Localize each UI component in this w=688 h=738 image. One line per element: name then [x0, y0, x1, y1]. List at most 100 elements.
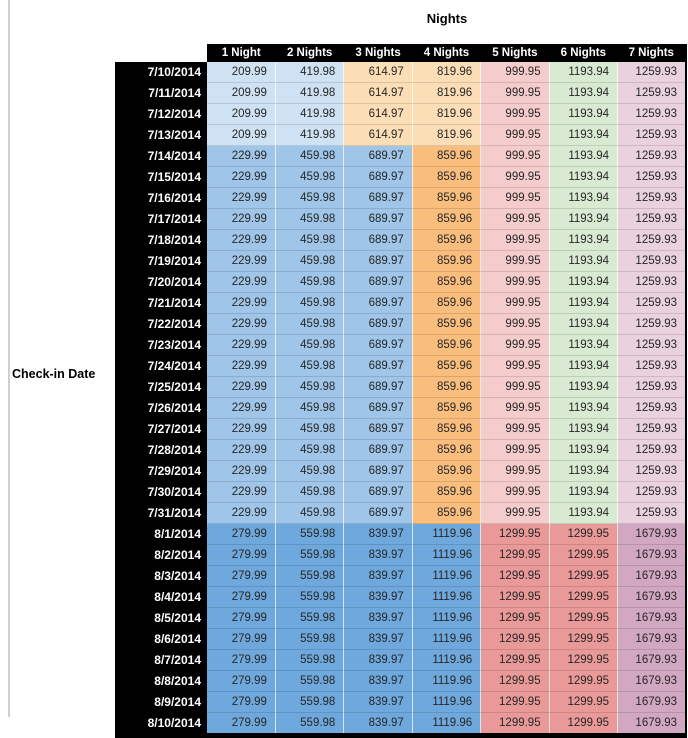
table-row: 8/8/2014 279.99 559.98 839.97 1119.96 1299.95… — [115, 670, 688, 692]
price-cell: 1193.94 — [549, 145, 619, 167]
table-row: 8/10/2014 279.99 559.98 839.97 1119.96 1299.9… — [115, 712, 688, 738]
price-cell: 1299.95 — [549, 607, 619, 629]
price-cell: 1119.96 — [412, 523, 482, 545]
date-cell: 7/28/2014 — [115, 439, 207, 461]
table-row: 8/1/2014 279.99 559.98 839.97 1119.96 1299.95… — [115, 523, 688, 545]
price-cell: 999.95 — [480, 124, 550, 146]
price-cell: 999.95 — [480, 460, 550, 482]
price-cell: 859.96 — [412, 502, 482, 524]
price-cell: 859.96 — [412, 166, 482, 188]
price-cell: 1299.95 — [480, 607, 550, 629]
price-cell: 229.99 — [207, 418, 276, 440]
price-cell: 999.95 — [480, 229, 550, 251]
price-cell: 1679.93 — [617, 544, 688, 566]
column-header: 4 Nights — [412, 44, 481, 62]
price-cell: 1119.96 — [412, 544, 482, 566]
date-cell: 8/6/2014 — [115, 628, 207, 650]
price-table: 1 Night 2 Nights 3 Nights 4 Nights 5 Nights 6… — [115, 44, 688, 738]
price-cell: 614.97 — [343, 82, 413, 104]
price-cell: 689.97 — [343, 145, 413, 167]
price-cell: 229.99 — [207, 355, 276, 377]
price-cell: 999.95 — [480, 82, 550, 104]
price-cell: 459.98 — [275, 313, 345, 335]
date-cell: 7/13/2014 — [115, 124, 207, 146]
price-cell: 1119.96 — [412, 565, 482, 587]
price-cell: 279.99 — [207, 691, 276, 713]
price-cell: 419.98 — [275, 82, 345, 104]
column-header: 3 Nights — [343, 44, 413, 62]
price-cell: 1259.93 — [617, 439, 688, 461]
price-cell: 1193.94 — [549, 229, 619, 251]
price-cell: 689.97 — [343, 313, 413, 335]
date-cell: 7/10/2014 — [115, 62, 207, 83]
table-row: 7/23/2014 229.99 459.98 689.97 859.96 999.95 1… — [115, 334, 688, 356]
date-cell: 8/3/2014 — [115, 565, 207, 587]
price-cell: 459.98 — [275, 187, 345, 209]
price-cell: 1193.94 — [549, 82, 619, 104]
price-cell: 1193.94 — [549, 166, 619, 188]
price-cell: 229.99 — [207, 460, 276, 482]
price-cell: 1259.93 — [617, 397, 688, 419]
price-cell: 689.97 — [343, 376, 413, 398]
price-cell: 689.97 — [343, 481, 413, 503]
price-cell: 689.97 — [343, 271, 413, 293]
price-cell: 459.98 — [275, 355, 345, 377]
price-cell: 1193.94 — [549, 62, 619, 83]
price-cell: 1193.94 — [549, 103, 619, 125]
price-cell: 839.97 — [343, 691, 413, 713]
column-header: 2 Nights — [275, 44, 344, 62]
price-cell: 614.97 — [343, 62, 413, 83]
price-cell: 1299.95 — [549, 670, 619, 692]
table-row: 8/9/2014 279.99 559.98 839.97 1119.96 1299.95… — [115, 691, 688, 713]
price-cell: 839.97 — [343, 607, 413, 629]
price-cell: 689.97 — [343, 334, 413, 356]
table-row: 7/22/2014 229.99 459.98 689.97 859.96 999.95 1… — [115, 313, 688, 335]
date-cell: 8/7/2014 — [115, 649, 207, 671]
table-row: 8/5/2014 279.99 559.98 839.97 1119.96 1299.95… — [115, 607, 688, 629]
price-cell: 229.99 — [207, 481, 276, 503]
price-cell: 1193.94 — [549, 187, 619, 209]
price-cell: 1193.94 — [549, 271, 619, 293]
price-cell: 1119.96 — [412, 628, 482, 650]
price-cell: 689.97 — [343, 166, 413, 188]
price-cell: 559.98 — [275, 628, 345, 650]
price-cell: 859.96 — [412, 460, 482, 482]
price-cell: 279.99 — [207, 628, 276, 650]
price-cell: 1193.94 — [549, 292, 619, 314]
price-cell: 559.98 — [275, 691, 345, 713]
table-row: 7/16/2014 229.99 459.98 689.97 859.96 999.95 1… — [115, 187, 688, 209]
price-cell: 1299.95 — [480, 712, 550, 738]
date-cell: 7/19/2014 — [115, 250, 207, 272]
price-cell: 559.98 — [275, 670, 345, 692]
price-cell: 689.97 — [343, 460, 413, 482]
price-cell: 1119.96 — [412, 670, 482, 692]
table-row: 8/2/2014 279.99 559.98 839.97 1119.96 1299.95… — [115, 544, 688, 566]
price-cell: 1193.94 — [549, 124, 619, 146]
price-cell: 459.98 — [275, 502, 345, 524]
price-cell: 819.96 — [412, 124, 482, 146]
price-cell: 999.95 — [480, 313, 550, 335]
price-cell: 859.96 — [412, 229, 482, 251]
price-cell: 859.96 — [412, 334, 482, 356]
price-cell: 1299.95 — [480, 586, 550, 608]
price-cell: 1259.93 — [617, 334, 688, 356]
table-body: 7/10/2014 209.99 419.98 614.97 819.96 999.95 1… — [115, 62, 688, 738]
price-cell: 1259.93 — [617, 124, 688, 146]
price-cell: 229.99 — [207, 250, 276, 272]
price-cell: 1259.93 — [617, 229, 688, 251]
column-header: 1 Night — [207, 44, 276, 62]
price-cell: 279.99 — [207, 670, 276, 692]
price-cell: 1679.93 — [617, 712, 688, 738]
price-cell: 999.95 — [480, 62, 550, 83]
date-cell: 7/23/2014 — [115, 334, 207, 356]
date-cell: 7/21/2014 — [115, 292, 207, 314]
price-cell: 689.97 — [343, 397, 413, 419]
price-cell: 229.99 — [207, 229, 276, 251]
price-cell: 559.98 — [275, 544, 345, 566]
price-cell: 689.97 — [343, 418, 413, 440]
price-cell: 229.99 — [207, 397, 276, 419]
date-cell: 7/15/2014 — [115, 166, 207, 188]
date-cell: 7/11/2014 — [115, 82, 207, 104]
price-cell: 459.98 — [275, 229, 345, 251]
price-cell: 839.97 — [343, 523, 413, 545]
